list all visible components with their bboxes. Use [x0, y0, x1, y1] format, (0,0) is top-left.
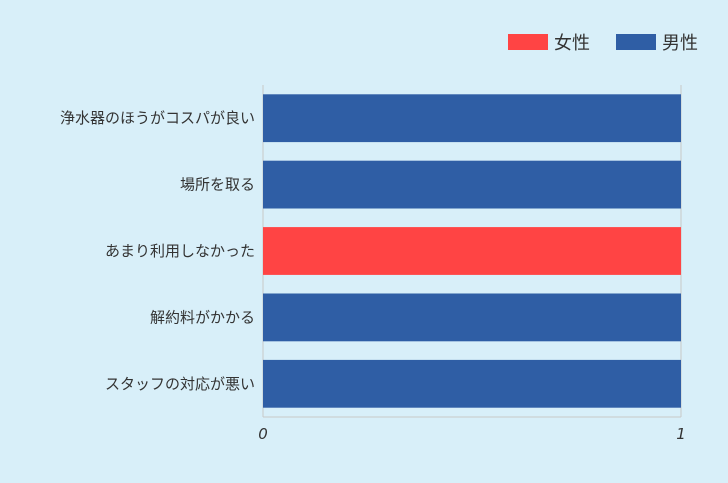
legend-item-male[interactable]: 男性 [616, 29, 698, 55]
legend-swatch-male [616, 34, 656, 50]
y-tick-label: 浄水器のほうがコスパが良い [60, 109, 255, 127]
bar-male-0[interactable] [263, 94, 681, 143]
y-tick-label: 場所を取る [180, 176, 255, 194]
x-tick-label: 1 [676, 425, 686, 443]
y-tick-label: スタッフの対応が悪い [105, 375, 255, 393]
y-tick-label: あまり利用しなかった [105, 242, 255, 260]
bar-female-2[interactable] [263, 227, 681, 275]
legend-swatch-female [508, 34, 548, 50]
legend: 女性 男性 [508, 29, 698, 55]
bar-male-4[interactable] [263, 359, 681, 408]
legend-label-male: 男性 [662, 33, 698, 54]
bar-male-3[interactable] [263, 293, 681, 342]
bar-male-1[interactable] [263, 160, 681, 209]
legend-label-female: 女性 [554, 33, 590, 54]
x-tick-label: 0 [258, 425, 268, 443]
legend-item-female[interactable]: 女性 [508, 29, 590, 55]
y-tick-label: 解約料がかかる [150, 308, 255, 326]
